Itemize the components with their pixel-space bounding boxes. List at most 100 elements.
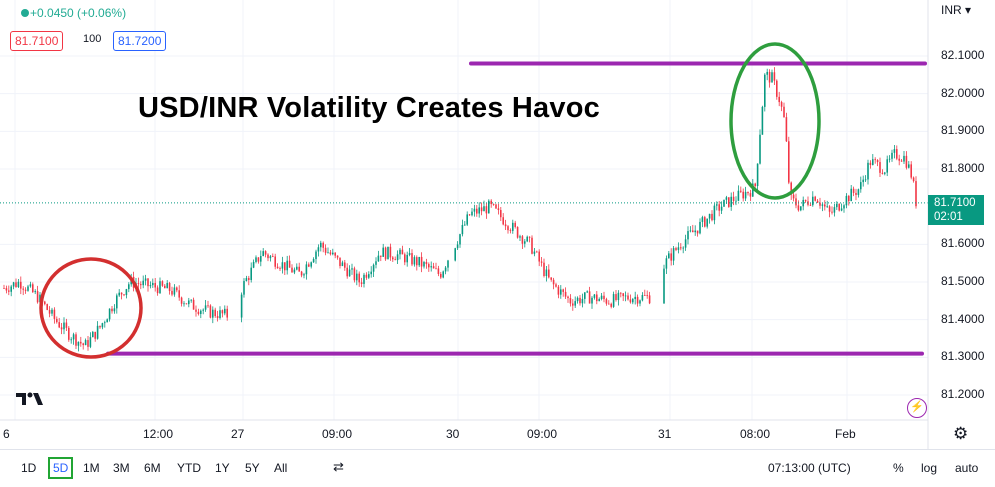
candle-body xyxy=(612,294,615,307)
candle-body xyxy=(324,247,327,253)
candle-body xyxy=(372,264,375,272)
candle-body xyxy=(725,197,728,200)
candle-body xyxy=(795,198,797,206)
candle-body xyxy=(778,96,780,103)
candle-body xyxy=(82,343,84,346)
percent-toggle[interactable]: % xyxy=(893,461,904,475)
candle-body xyxy=(528,236,531,238)
candle-body xyxy=(176,287,178,291)
candle-body xyxy=(838,203,840,211)
candle-body xyxy=(476,208,478,214)
candle-body xyxy=(77,341,80,346)
candle-body xyxy=(735,200,737,202)
candle-body xyxy=(276,266,279,269)
candle-body xyxy=(166,282,168,289)
candle-body xyxy=(183,303,185,305)
candle-body xyxy=(862,179,864,183)
candle-body xyxy=(101,323,104,328)
bid-button[interactable]: 81.7100 xyxy=(10,31,64,51)
range-button-1d[interactable]: 1D xyxy=(21,461,37,475)
candle-body xyxy=(368,274,370,278)
utc-clock[interactable]: 07:13:00 (UTC) xyxy=(768,461,851,475)
range-button-1m[interactable]: 1M xyxy=(83,461,100,475)
candle-body xyxy=(692,230,694,233)
candle-body xyxy=(389,246,392,258)
chart-title: USD/INR Volatility Creates Havoc xyxy=(138,92,600,124)
ask-button[interactable]: 81.7200 xyxy=(113,31,167,51)
candle-body xyxy=(70,339,72,341)
candle-body xyxy=(65,322,68,328)
candle-body xyxy=(36,291,39,303)
candle-body xyxy=(648,295,651,304)
candle-body xyxy=(915,181,917,207)
candle-body xyxy=(281,262,284,269)
candle-body xyxy=(754,183,756,187)
range-button-all[interactable]: All xyxy=(274,461,288,475)
current-price-label: 81.7100 02:01 xyxy=(928,195,984,225)
candle-body xyxy=(903,155,905,162)
candle-body xyxy=(442,271,444,278)
range-button-ytd[interactable]: YTD xyxy=(177,461,201,475)
candle-body xyxy=(296,266,298,270)
candle-body xyxy=(812,196,814,206)
gear-icon[interactable]: ⚙ xyxy=(953,424,969,443)
candle-body xyxy=(783,106,785,118)
candle-body xyxy=(804,199,807,202)
spread-value: 100 xyxy=(83,33,102,45)
candle-body xyxy=(809,204,812,206)
candle-body xyxy=(164,285,166,289)
candle-body xyxy=(548,269,550,278)
candle-body xyxy=(284,262,286,271)
candle-body xyxy=(833,207,836,213)
candle-body xyxy=(380,255,382,257)
candle-body xyxy=(56,318,58,323)
time-tick-label: 09:00 xyxy=(527,427,558,441)
candle-body xyxy=(269,256,272,259)
candle-body xyxy=(197,311,200,314)
candle-body xyxy=(504,224,507,227)
lightning-icon[interactable]: ⚡ xyxy=(907,398,927,418)
candle-body xyxy=(185,303,188,305)
auto-toggle[interactable]: auto xyxy=(955,461,979,475)
candle-body xyxy=(404,254,406,263)
candle-body xyxy=(358,273,360,283)
range-button-3m[interactable]: 3M xyxy=(113,461,130,475)
candle-body xyxy=(490,200,492,205)
candle-body xyxy=(387,246,389,260)
candle-body xyxy=(514,222,516,227)
candle-body xyxy=(188,300,190,305)
candle-body xyxy=(646,295,648,296)
time-tick-label: 08:00 xyxy=(740,427,771,441)
candle-body xyxy=(663,268,665,304)
candle-body xyxy=(322,242,324,248)
range-button-5y[interactable]: 5Y xyxy=(245,461,260,475)
candle-body xyxy=(87,340,89,347)
log-toggle[interactable]: log xyxy=(921,461,938,475)
range-button-6m[interactable]: 6M xyxy=(144,461,161,475)
candle-body xyxy=(214,309,216,317)
candle-body xyxy=(104,322,106,324)
price-tick-label: 81.5000 xyxy=(941,274,985,288)
price-tick-label: 81.2000 xyxy=(941,387,985,401)
candle-body xyxy=(694,230,696,233)
compare-ranges-icon[interactable]: ⇄ xyxy=(333,459,344,474)
candle-body xyxy=(24,289,27,291)
currency-selector[interactable]: INR ▾ xyxy=(941,3,971,17)
range-button-5d[interactable]: 5D xyxy=(48,457,74,479)
candle-body xyxy=(800,206,802,211)
candle-body xyxy=(576,297,579,302)
candle-body xyxy=(377,255,380,262)
tradingview-logo-icon[interactable] xyxy=(15,390,45,408)
candle-body xyxy=(677,247,680,250)
candle-body xyxy=(780,102,783,107)
candle-body xyxy=(533,251,536,254)
candle-body xyxy=(773,72,776,81)
range-button-1y[interactable]: 1Y xyxy=(215,461,230,475)
candle-body xyxy=(684,239,687,248)
candle-body xyxy=(615,294,617,301)
candle-body xyxy=(113,308,116,312)
candle-body xyxy=(572,303,574,306)
candle-body xyxy=(620,292,622,294)
candle-body xyxy=(5,288,8,291)
